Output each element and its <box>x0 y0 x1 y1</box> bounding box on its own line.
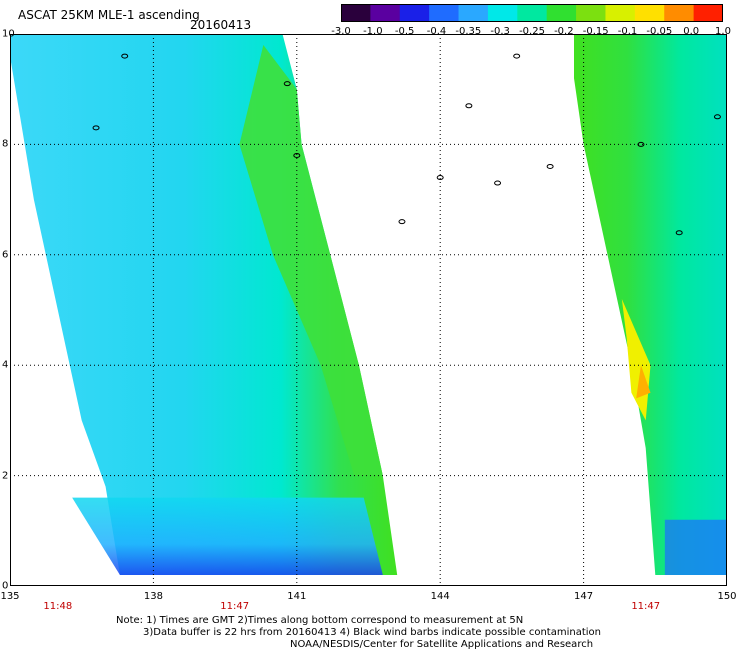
colorbar-segment <box>605 4 636 22</box>
colorbar-label: 1.0 <box>715 26 731 37</box>
colorbar-segment <box>634 4 665 22</box>
colorbar-segment <box>458 4 489 22</box>
colorbar-label: -0.25 <box>519 26 545 37</box>
x-tick-label: 147 <box>574 591 594 602</box>
map-date: 20160413 <box>190 18 252 32</box>
island-outline <box>465 103 473 109</box>
island-outline <box>546 163 554 169</box>
colorbar-segment <box>487 4 518 22</box>
island-outline <box>92 125 100 131</box>
island-outline <box>513 53 521 59</box>
island-outline <box>121 53 129 59</box>
orange-patch <box>636 365 651 399</box>
colorbar-label: -1.0 <box>363 26 383 37</box>
low-value-region <box>72 497 383 575</box>
x-tick-label: 138 <box>143 591 163 602</box>
colorbar-label: -0.35 <box>455 26 482 37</box>
footer-note-2: 3)Data buffer is 22 hrs from 20160413 4)… <box>143 627 601 638</box>
colorbar-label: -3.0 <box>331 26 351 37</box>
colorbar-segment <box>341 4 371 22</box>
colorbar-label: 0.0 <box>683 26 700 37</box>
x-tick-label: 144 <box>430 591 450 602</box>
colorbar-segment <box>546 4 577 22</box>
island-outline <box>283 81 291 87</box>
island-outline <box>293 152 301 158</box>
island-outline <box>675 230 683 236</box>
colorbar-label: -0.1 <box>617 26 638 37</box>
x-tick-label: 135 <box>0 591 20 602</box>
colorbar-segment <box>429 4 460 22</box>
colorbar-segment <box>399 4 430 22</box>
footer-note-1: Note: 1) Times are GMT 2)Times along bot… <box>116 615 524 626</box>
measurement-time: 11:48 <box>43 601 73 612</box>
wind-map <box>10 34 727 586</box>
colorbar-label: -0.2 <box>554 26 574 37</box>
footer-credit: NOAA/NESDIS/Center for Satellite Applica… <box>290 639 594 650</box>
x-tick-label: 141 <box>287 591 307 602</box>
island-outline <box>713 114 721 120</box>
island-outline <box>398 219 406 225</box>
colorbar-segment <box>664 4 695 22</box>
island-outline <box>494 180 502 186</box>
measurement-time: 11:47 <box>220 601 250 612</box>
y-tick-label: 2 <box>2 470 9 482</box>
y-tick-label: 4 <box>2 359 9 371</box>
colorbar-label: -0.3 <box>490 26 510 37</box>
island-outline <box>436 175 444 181</box>
colorbar-label: -0.15 <box>582 26 609 37</box>
colorbar-label: -0.4 <box>426 26 447 37</box>
colorbar-segment <box>576 4 606 22</box>
colorbar-label: -0.5 <box>394 26 415 37</box>
swath-east <box>574 34 727 575</box>
y-tick-label: 0 <box>2 580 9 592</box>
y-tick-label: 10 <box>2 28 15 40</box>
map-frame <box>10 34 727 586</box>
colorbar-segment <box>693 4 723 22</box>
colorbar-label: -0.05 <box>646 26 673 37</box>
measurement-time: 11:47 <box>631 601 661 612</box>
y-tick-label: 6 <box>2 249 9 261</box>
low-value-region-east <box>664 519 727 575</box>
island-outline <box>637 141 645 147</box>
map-title: ASCAT 25KM MLE-1 ascending <box>18 8 200 22</box>
x-tick-label: 150 <box>717 591 737 602</box>
colorbar-segment <box>370 4 401 22</box>
high-value-band <box>239 45 383 476</box>
y-tick-label: 8 <box>2 138 9 150</box>
colorbar <box>341 4 723 22</box>
colorbar-segment <box>517 4 548 22</box>
